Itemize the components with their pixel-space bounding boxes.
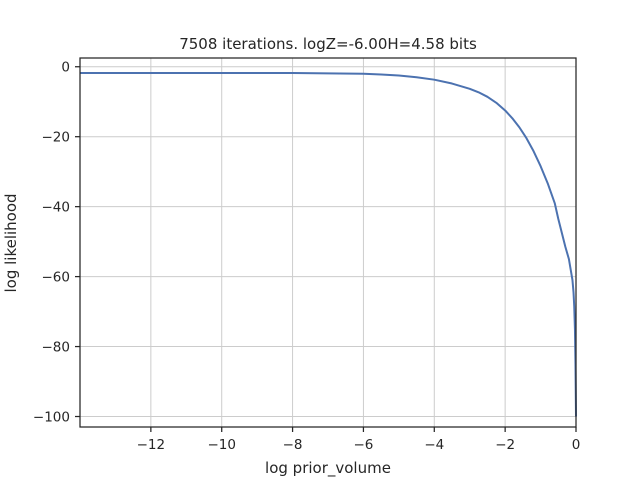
y-tick-label: −100 xyxy=(33,410,70,426)
y-tick-label: −80 xyxy=(42,340,71,356)
x-tick-label: −8 xyxy=(283,437,303,453)
x-tick-label: −2 xyxy=(495,437,515,453)
y-tick-label: 0 xyxy=(61,60,70,76)
series-line xyxy=(80,72,577,417)
x-tick-label: 0 xyxy=(572,437,581,453)
x-tick-label: −6 xyxy=(353,437,373,453)
plot-frame xyxy=(79,57,577,428)
chart-title: 7508 iterations. logZ=-6.00H=4.58 bits xyxy=(179,35,477,53)
x-tick-label: −10 xyxy=(207,437,236,453)
y-tick-label: −20 xyxy=(42,130,71,146)
grid-lines xyxy=(80,58,577,427)
x-ticks: −12 −10 −8 −6 −4 −2 0 xyxy=(137,427,581,453)
y-axis-label: log likelihood xyxy=(2,193,20,292)
y-tick-label: −60 xyxy=(42,270,71,286)
y-tick-label: −40 xyxy=(42,200,71,216)
x-tick-label: −4 xyxy=(424,437,444,453)
x-tick-label: −12 xyxy=(137,437,166,453)
x-axis-label: log prior_volume xyxy=(265,459,391,478)
y-ticks: 0 −20 −40 −60 −80 −100 xyxy=(33,60,80,426)
series-lines xyxy=(80,72,577,417)
